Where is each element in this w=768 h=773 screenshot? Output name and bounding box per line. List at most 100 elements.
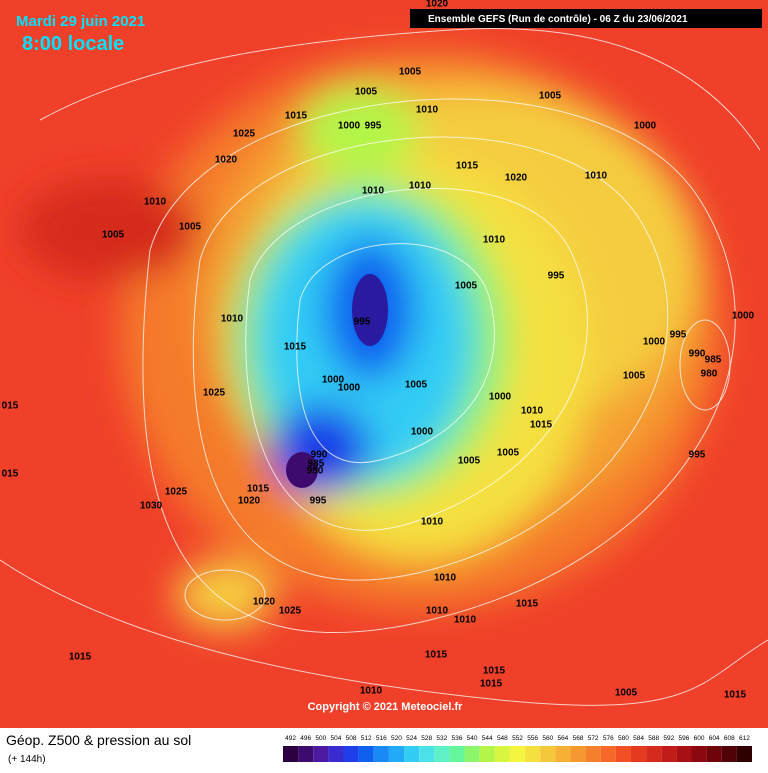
pressure-label: 1020 — [426, 0, 449, 10]
level-label: 592 — [663, 735, 674, 742]
pressure-label: 1010 — [426, 606, 449, 617]
level-label: 508 — [346, 735, 357, 742]
pressure-label: 1010 — [144, 197, 167, 208]
run-box — [410, 9, 762, 28]
pressure-label: 990 — [311, 450, 328, 461]
color-swatch — [600, 746, 616, 762]
color-swatch — [525, 746, 541, 762]
color-swatch — [661, 746, 677, 762]
pressure-label: 1025 — [203, 388, 226, 399]
pressure-label: 015 — [2, 469, 19, 480]
legend-title: Géop. Z500 & pression au sol — [6, 732, 191, 748]
pressure-label: 1015 — [480, 679, 503, 690]
color-swatch — [388, 746, 405, 762]
pressure-label: 1005 — [179, 222, 202, 233]
pressure-label: 1000 — [322, 375, 345, 386]
pressure-label: 1005 — [399, 67, 422, 78]
pressure-label: 1030 — [140, 501, 163, 512]
color-swatch — [343, 746, 359, 762]
pressure-label: 1005 — [539, 91, 562, 102]
pressure-label: 1010 — [483, 235, 506, 246]
pressure-label: 985 — [308, 459, 325, 470]
color-swatch — [358, 746, 374, 762]
level-label: 580 — [618, 735, 629, 742]
pressure-label: 980 — [701, 369, 718, 380]
pressure-label: 1025 — [165, 487, 188, 498]
pressure-label: 1000 — [489, 392, 512, 403]
pressure-label: 1005 — [497, 448, 520, 459]
level-label: 572 — [588, 735, 599, 742]
pressure-label: 1020 — [505, 173, 528, 184]
pressure-label: 1005 — [615, 688, 638, 699]
pressure-label: 1005 — [355, 87, 378, 98]
color-swatch — [313, 746, 329, 762]
color-swatch — [736, 746, 752, 762]
color-swatch — [328, 746, 344, 762]
level-label: 548 — [497, 735, 508, 742]
color-swatch — [721, 746, 737, 762]
level-label: 568 — [573, 735, 584, 742]
pressure-label: 1015 — [247, 484, 270, 495]
color-swatch — [464, 746, 480, 762]
pressure-label: 995 — [548, 271, 565, 282]
level-label: 492 — [285, 735, 296, 742]
pressure-label: 1000 — [338, 383, 361, 394]
pressure-label: 1000 — [643, 337, 666, 348]
level-label: 584 — [633, 735, 644, 742]
color-swatch — [373, 746, 389, 762]
map-field — [0, 0, 768, 728]
level-label: 516 — [376, 735, 387, 742]
copyright: Copyright © 2021 Meteociel.fr — [308, 701, 464, 713]
level-label: 588 — [648, 735, 659, 742]
pressure-label: 1010 — [585, 171, 608, 182]
level-label: 496 — [300, 735, 311, 742]
level-label: 612 — [739, 735, 750, 742]
date: Mardi 29 juin 2021 — [16, 13, 145, 30]
level-label: 608 — [724, 735, 735, 742]
pressure-label: 1005 — [623, 371, 646, 382]
color-swatch — [434, 746, 450, 762]
pressure-label: 1010 — [521, 406, 544, 417]
pressure-label: 1005 — [455, 281, 478, 292]
pressure-label: 015 — [2, 401, 19, 412]
pressure-label: 1005 — [405, 380, 428, 391]
level-label: 596 — [678, 735, 689, 742]
pressure-label: 1000 — [411, 427, 434, 438]
pressure-label: 1010 — [454, 615, 477, 626]
color-swatch — [570, 746, 586, 762]
level-label: 560 — [542, 735, 553, 742]
pressure-label: 1005 — [458, 456, 481, 467]
pressure-label: 1000 — [634, 121, 657, 132]
color-swatch — [646, 746, 662, 762]
pressure-label: 1025 — [233, 129, 256, 140]
pressure-label: 1015 — [69, 652, 92, 663]
pressure-label: 995 — [354, 317, 371, 328]
color-swatch — [479, 746, 495, 762]
color-swatch — [540, 746, 556, 762]
color-swatch — [706, 746, 722, 762]
level-label: 576 — [603, 735, 614, 742]
pressure-label: 1005 — [102, 230, 125, 241]
color-swatch — [509, 746, 526, 762]
pressure-label: 1010 — [362, 186, 385, 197]
level-label: 520 — [391, 735, 402, 742]
pressure-label: 1010 — [360, 686, 383, 697]
level-label: 544 — [482, 735, 493, 742]
pressure-label: 1015 — [530, 420, 553, 431]
level-label: 604 — [709, 735, 720, 742]
color-swatch — [676, 746, 692, 762]
level-label: 540 — [467, 735, 478, 742]
pressure-label: 995 — [365, 121, 382, 132]
color-swatch — [630, 746, 647, 762]
pressure-label: 1020 — [215, 155, 238, 166]
pressure-label: 995 — [689, 450, 706, 461]
pressure-label: 1020 — [238, 496, 261, 507]
level-label: 552 — [512, 735, 523, 742]
pressure-label: 1010 — [421, 517, 444, 528]
level-label: 524 — [406, 735, 417, 742]
pressure-label: 1015 — [425, 650, 448, 661]
pressure-label: 1015 — [456, 161, 479, 172]
run-info: Ensemble GEFS (Run de contrôle) - 06 Z d… — [428, 14, 688, 25]
